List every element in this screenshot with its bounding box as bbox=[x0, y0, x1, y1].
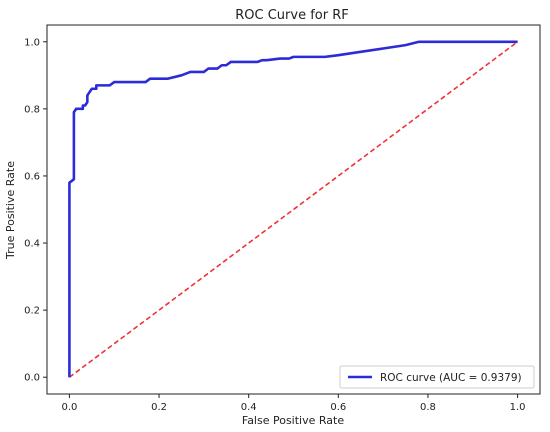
legend: ROC curve (AUC = 0.9379) bbox=[339, 365, 535, 389]
x-tick-label: 0.6 bbox=[330, 402, 346, 413]
legend-box bbox=[339, 365, 535, 389]
legend-label: ROC curve (AUC = 0.9379) bbox=[380, 372, 522, 384]
x-tick-label: 0.8 bbox=[420, 402, 436, 413]
y-axis-title: True Positive Rate bbox=[4, 161, 17, 260]
x-axis-title: False Positive Rate bbox=[242, 414, 344, 427]
roc-curve-line bbox=[68, 40, 518, 378]
y-tick-label: 0.2 bbox=[24, 306, 40, 317]
plot-frame bbox=[46, 24, 541, 395]
x-tick-label: 1.0 bbox=[510, 402, 526, 413]
x-tick-label: 0.4 bbox=[241, 402, 257, 413]
x-tick-label: 0.2 bbox=[151, 402, 167, 413]
chance-diagonal-line bbox=[68, 41, 519, 378]
y-tick-label: 1.0 bbox=[24, 37, 40, 48]
x-tick-label: 0.0 bbox=[61, 402, 77, 413]
y-tick-label: 0.6 bbox=[24, 171, 40, 182]
y-tick-label: 0.8 bbox=[24, 104, 40, 115]
y-tick-label: 0.0 bbox=[24, 373, 40, 384]
chart-title: ROC Curve for RF bbox=[235, 8, 348, 23]
y-tick-label: 0.4 bbox=[24, 239, 40, 250]
